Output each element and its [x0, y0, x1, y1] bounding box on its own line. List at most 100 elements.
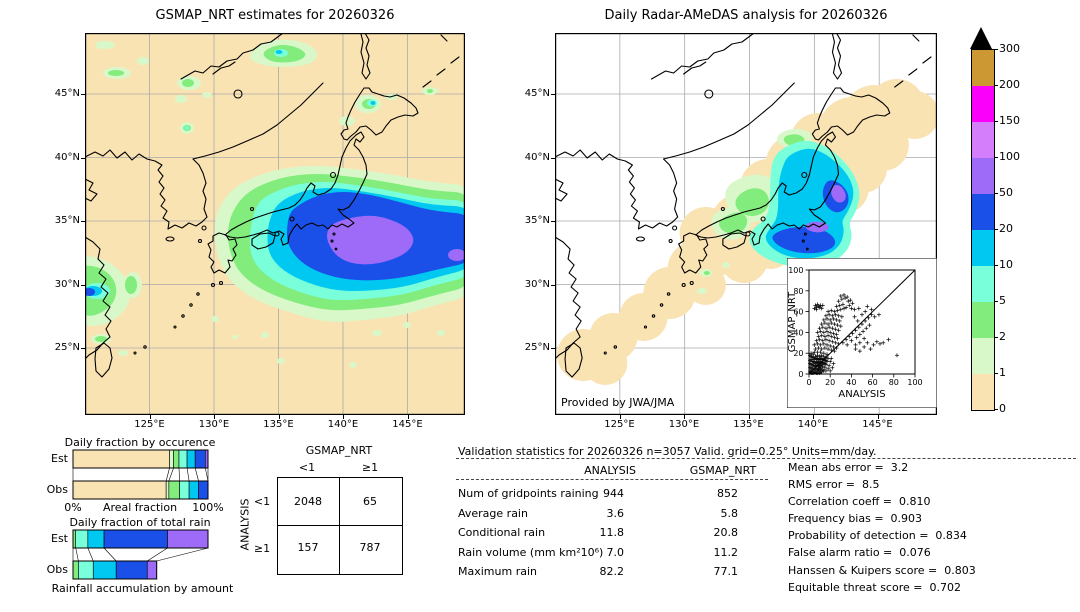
occurrence-obs-seg-10-20 — [188, 480, 199, 500]
gsmap-rain-patch-14 — [211, 316, 219, 322]
validation-row-label: Num of gridpoints raining — [458, 487, 599, 500]
colorbar-tickmark-8 — [994, 337, 998, 338]
left-map-lat-tickmark-0 — [81, 94, 85, 95]
radar-rain-blob-3 — [735, 188, 769, 216]
radar-amedas-map — [555, 33, 937, 415]
left-map-border — [85, 33, 465, 415]
score-0: Mean abs error = 3.2 — [788, 461, 909, 474]
validation-row-1: Average rain 3.6 5.8 — [458, 507, 758, 527]
colorbar-tickmark-10 — [994, 409, 998, 410]
right-map-lat-tickmark-2 — [551, 221, 555, 222]
inset-scatter-points — [808, 292, 899, 375]
contingency-row1-label: <1 — [253, 495, 271, 508]
validation-row-label: Maximum rain — [458, 565, 537, 578]
contingency-cell-miss: 157 — [297, 541, 319, 554]
contingency-divider-horizontal — [278, 525, 402, 527]
totalrain-chart-title: Daily fraction of total rain — [69, 516, 211, 529]
left-map-title: GSMAP_NRT estimates for 20260326 — [155, 8, 395, 23]
contingency-row2-label: ≥1 — [253, 542, 271, 555]
colorbar-tick-0: 0 — [999, 402, 1006, 415]
colorbar-cell-9 — [972, 374, 994, 410]
occurrence-est-seg-20-50 — [194, 449, 206, 469]
gsmap-map — [85, 33, 465, 415]
score-7: Equitable threat score = 0.702 — [788, 580, 961, 594]
validation-scores: Mean abs error = 3.2 RMS error = 8.5 Corre… — [788, 461, 1078, 598]
inset-y-tick-100: 100 — [788, 266, 803, 275]
left-map-lat-tickmark-3 — [81, 284, 85, 286]
left-map-lat-tickmark-2 — [81, 221, 85, 222]
occurrence-est-seg-1-2 — [169, 449, 174, 469]
occurrence-chart-title: Daily fraction by occurence — [64, 436, 216, 449]
inset-y-tick-0: 0 — [798, 370, 803, 379]
validation-row-gsmap-value: 5.8 — [720, 506, 739, 520]
occurrence-obs-seg-20-50 — [198, 480, 209, 500]
contingency-col2-label: ≥1 — [361, 461, 379, 474]
right-map-lon-tick-4: 145°E — [862, 419, 893, 430]
left-map-lat-tick-2: 35°N — [54, 215, 80, 226]
gsmap-rain-patch-12 — [118, 350, 128, 356]
gsmap-rain-patch-26 — [427, 89, 433, 93]
occurrence-obs-seg-0-1 — [72, 480, 167, 500]
gsmap-rain-patch-28 — [95, 336, 107, 342]
right-map-lon-tick-2: 135°E — [733, 419, 764, 430]
score-3: Frequency bias = 0.903 — [788, 512, 923, 526]
inset-y-axis-label: GSMAP_NRT — [787, 291, 798, 352]
gsmap-rain-patch-10 — [95, 41, 115, 49]
validation-row-2: Conditional rain 11.8 20.8 — [458, 526, 758, 546]
totalrain-obs-seg-10-20 — [92, 560, 117, 580]
gsmap-rain-patch-3 — [175, 95, 187, 103]
left-map-lat-tickmark-1 — [81, 157, 85, 159]
inset-y-tick-80: 80 — [793, 287, 803, 296]
right-map-lon-tick-3: 140°E — [797, 419, 829, 430]
gsmap-rain-patch-36 — [85, 288, 95, 296]
left-map-lon-tickmark-0 — [149, 415, 151, 419]
radar-rain-patch-3 — [703, 271, 710, 275]
occurrence-obs-seg-1-2 — [165, 480, 170, 500]
totalrain-est-seg-5-10 — [75, 529, 89, 549]
colorbar-cell-4 — [972, 194, 994, 230]
colorbar-tick-20: 20 — [999, 222, 1013, 235]
colorbar-overflow-triangle — [970, 27, 992, 49]
left-map-lon-tick-1: 130°E — [198, 419, 230, 430]
occurrence-est-seg-2-5 — [173, 449, 180, 469]
occurrence-est-seg-5-10 — [178, 449, 188, 469]
validation-row-analysis-value: 7.0 — [606, 545, 625, 559]
radar-rain-patch-2 — [721, 262, 730, 268]
colorbar-tickmark-6 — [994, 265, 998, 266]
contingency-cell-hit-none: 2048 — [294, 495, 322, 508]
colorbar-tickmark-4 — [994, 193, 998, 194]
radar-rain-patch-1 — [696, 288, 707, 294]
totalrain-obs-label: Obs — [46, 563, 68, 576]
totalrain-connectors — [72, 547, 209, 562]
validation-row-label: Rain volume (mm km²10⁶) — [458, 545, 604, 559]
colorbar — [971, 49, 995, 411]
contingency-col1-label: <1 — [298, 461, 316, 474]
inset-x-tick-80: 80 — [889, 378, 899, 387]
gsmap-rain-patch-17 — [372, 330, 382, 336]
scatter-inset: 00 20 20 40 40 60 60 80 80 100 100 ANALYSIS GSMAP_NR… — [787, 258, 937, 408]
colorbar-cell-0 — [972, 50, 994, 86]
right-map-lat-tickmark-3 — [551, 284, 555, 286]
right-map-lat-tickmark-1 — [551, 157, 555, 159]
radar-coverage-6 — [685, 265, 726, 305]
score-5: False alarm ratio = 0.076 — [788, 546, 931, 560]
left-map-lat-tick-0: 45°N — [54, 88, 80, 99]
left-map-lon-tick-2: 135°E — [263, 419, 294, 430]
validation-row-analysis-value: 3.6 — [606, 506, 625, 520]
occurrence-est-seg-10-20 — [186, 449, 196, 469]
left-map-lon-tick-0: 125°E — [134, 419, 165, 430]
validation-col-analysis: ANALYSIS — [584, 464, 636, 477]
validation-header: Validation statistics for 20260326 n=305… — [458, 445, 877, 458]
colorbar-cell-2 — [972, 122, 994, 158]
totalrain-est-seg-50-100 — [167, 529, 209, 549]
totalrain-obs-seg-5-10 — [78, 560, 94, 580]
fraction-bar-charts — [72, 449, 209, 580]
gsmap-rain-patch-18 — [403, 322, 411, 328]
colorbar-tickmark-1 — [994, 85, 998, 86]
contingency-cell-hit: 787 — [359, 541, 381, 554]
colorbar-tickmark-9 — [994, 373, 998, 374]
validation-row-3: Rain volume (mm km²10⁶) 7.0 11.2 — [458, 546, 758, 566]
left-map-lon-tickmark-3 — [343, 415, 344, 419]
right-map-lon-tickmark-2 — [748, 415, 750, 419]
validation-row-gsmap-value: 20.8 — [713, 526, 739, 539]
